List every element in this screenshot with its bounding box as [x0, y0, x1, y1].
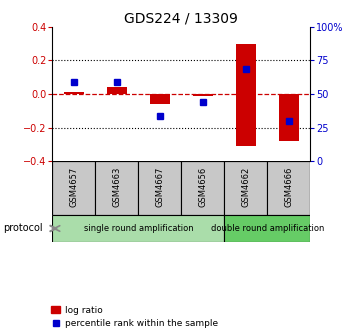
Bar — [150, 94, 170, 104]
Bar — [95, 161, 138, 215]
Bar — [236, 44, 256, 146]
Bar — [268, 161, 310, 215]
Legend: log ratio, percentile rank within the sample: log ratio, percentile rank within the sa… — [52, 306, 218, 328]
Bar — [138, 161, 181, 215]
Text: protocol: protocol — [4, 223, 43, 234]
Text: single round amplification: single round amplification — [83, 224, 193, 233]
Bar — [64, 92, 83, 94]
Text: GSM4667: GSM4667 — [155, 167, 164, 207]
Bar — [52, 161, 95, 215]
Bar — [193, 94, 213, 96]
Text: GSM4663: GSM4663 — [112, 167, 121, 207]
Bar — [225, 161, 268, 215]
Text: GSM4657: GSM4657 — [69, 167, 78, 207]
Bar — [52, 215, 225, 242]
Text: GSM4656: GSM4656 — [199, 167, 208, 207]
Bar — [107, 87, 127, 94]
Bar — [181, 161, 225, 215]
Bar — [225, 215, 310, 242]
Text: GSM4662: GSM4662 — [242, 167, 251, 207]
Text: GSM4666: GSM4666 — [284, 167, 293, 207]
Bar — [279, 94, 299, 141]
Text: double round amplification: double round amplification — [211, 224, 324, 233]
Title: GDS224 / 13309: GDS224 / 13309 — [125, 12, 238, 26]
